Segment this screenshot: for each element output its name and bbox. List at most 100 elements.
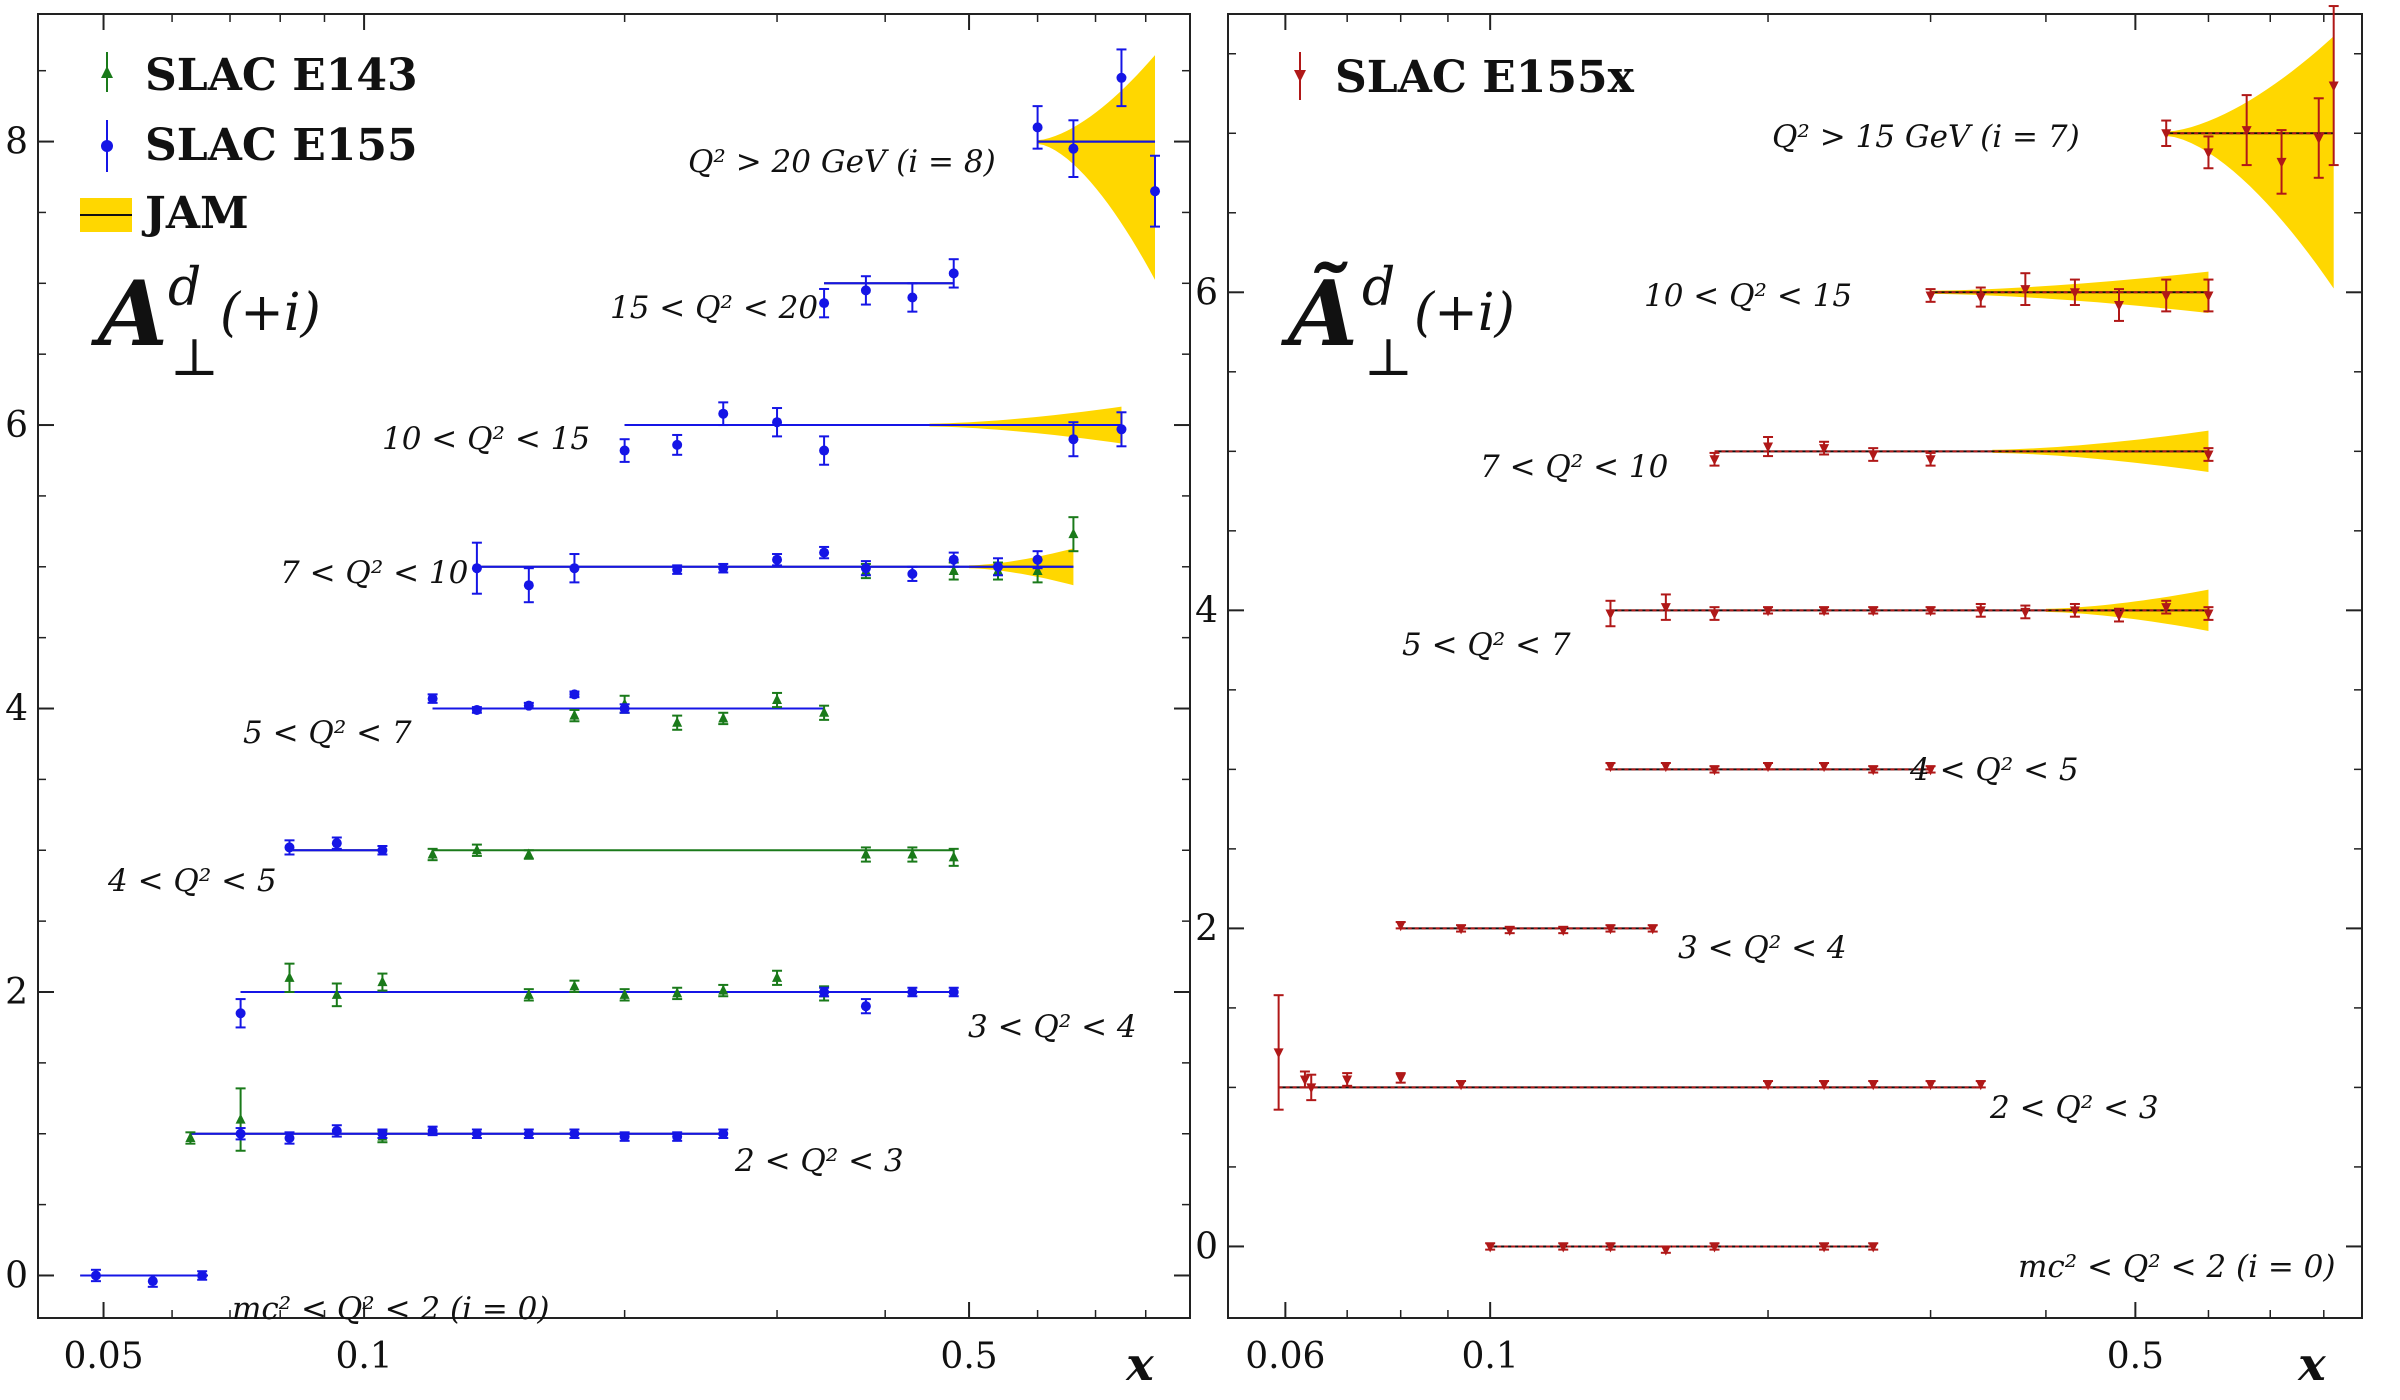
bin-label: 10 < Q² < 15 [1644, 278, 1852, 314]
E155-point [331, 838, 342, 849]
legend-e143-label: SLAC E143 [145, 50, 418, 101]
bin-label: 2 < Q² < 3 [734, 1143, 904, 1179]
E155x-point [1763, 762, 1774, 773]
E143-point [523, 848, 534, 859]
E155x-point [1709, 609, 1720, 620]
x-tick-label: 0.1 [335, 1336, 392, 1377]
x-axis-label: x [2297, 1337, 2326, 1391]
E155x-point [1709, 1242, 1720, 1253]
legend-e155x-marker [1294, 70, 1306, 82]
E155x-point [1763, 1080, 1774, 1091]
E143-point [772, 971, 783, 982]
E143-point [331, 988, 342, 999]
y-axis-superscript: d [1362, 258, 1395, 318]
y-tick-label: 0 [5, 1255, 28, 1296]
E155-point [523, 1128, 534, 1139]
E155x-point [1868, 1080, 1879, 1091]
E155x-point [2114, 301, 2125, 312]
E155x-point [1395, 921, 1406, 932]
E155-point [197, 1270, 208, 1281]
bin-label: 3 < Q² < 4 [968, 1009, 1137, 1045]
E155x-point [1306, 1083, 1317, 1094]
bin-label: 7 < Q² < 10 [280, 555, 468, 591]
E155-point [284, 842, 295, 853]
E155x-point [1975, 606, 1986, 617]
E155-point [672, 1131, 683, 1142]
E155x-point [1819, 1080, 1830, 1091]
E155x-point [1819, 606, 1830, 617]
E155x-point [1763, 606, 1774, 617]
E155x-point [1504, 925, 1515, 936]
E155x-point [2203, 148, 2214, 159]
E155-point [1032, 122, 1043, 133]
E155-point [1068, 434, 1079, 445]
E143-point [718, 984, 729, 995]
E155x-point [1395, 1073, 1406, 1084]
E155x-point [1868, 1242, 1879, 1253]
E155x-point [1605, 924, 1616, 935]
bin-label: 3 < Q² < 4 [1678, 930, 1847, 966]
x-tick-label: 0.5 [2107, 1336, 2164, 1377]
E143-point [860, 848, 871, 859]
bin-label: mc² < Q² < 2 (i = 0) [232, 1291, 549, 1327]
y-axis-superscript: d [168, 258, 201, 318]
y-tick-label: 4 [5, 689, 28, 730]
E155x-point [1660, 1245, 1671, 1256]
E155-point [860, 563, 871, 574]
jam-band [1037, 55, 1156, 280]
E155x-point [1660, 762, 1671, 773]
E143-point [523, 988, 534, 999]
bin-label: 2 < Q² < 3 [1989, 1090, 2159, 1126]
E155-point [907, 292, 918, 303]
E155-point [992, 561, 1003, 572]
E155-point [1032, 554, 1043, 565]
y-axis-symbol: Ã [1280, 261, 1358, 367]
E155x-point [1975, 1080, 1986, 1091]
jam-band [2166, 36, 2334, 289]
E155x-point [1819, 444, 1830, 455]
E155x-point [2069, 288, 2080, 299]
E155x-point [1647, 924, 1658, 935]
E155x-point [2020, 607, 2031, 618]
E155-point [819, 298, 830, 309]
E155-point [377, 1128, 388, 1139]
E155x-point [1660, 603, 1671, 614]
E143-point [569, 980, 580, 991]
E155x-point [1605, 762, 1616, 773]
legend-e155-marker [101, 140, 113, 152]
E155-point [427, 1125, 438, 1136]
E155x-point [1605, 609, 1616, 620]
E155x-point [1485, 1242, 1496, 1253]
x-tick-label: 0.1 [1462, 1336, 1519, 1377]
E155x-point [1868, 450, 1879, 461]
E143-point [377, 976, 388, 987]
E143-point [948, 851, 959, 862]
E155-point [819, 987, 830, 997]
E143-point [235, 1113, 246, 1124]
E155x-point [2161, 603, 2172, 614]
E143-point [819, 706, 830, 717]
E155x-point [2161, 129, 2172, 140]
E155-point [523, 700, 534, 711]
E143-point [1068, 528, 1079, 539]
E143-point [427, 848, 438, 859]
E155x-point [2020, 285, 2031, 296]
E155x-point [2328, 81, 2339, 92]
E155-point [718, 563, 729, 574]
E155-point [147, 1276, 158, 1287]
E155-point [377, 845, 388, 856]
legend-e155-label: SLAC E155 [145, 120, 418, 171]
E155x-point [1273, 1048, 1284, 1059]
E155-point [235, 1128, 246, 1139]
E155x-point [1925, 455, 1936, 466]
E143-point [672, 987, 683, 998]
E155x-point [1975, 293, 1986, 304]
E155x-point [2161, 291, 2172, 302]
E155-point [235, 1008, 246, 1019]
bin-label: 7 < Q² < 10 [1480, 449, 1668, 485]
legend-e155x-label: SLAC E155x [1335, 52, 1635, 103]
E155-point [619, 703, 630, 714]
bin-label: 10 < Q² < 15 [382, 421, 590, 457]
y-tick-label: 6 [5, 405, 28, 446]
